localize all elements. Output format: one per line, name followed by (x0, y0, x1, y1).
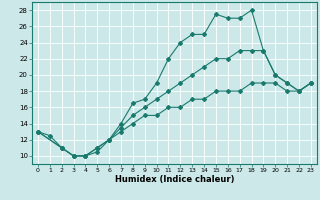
X-axis label: Humidex (Indice chaleur): Humidex (Indice chaleur) (115, 175, 234, 184)
